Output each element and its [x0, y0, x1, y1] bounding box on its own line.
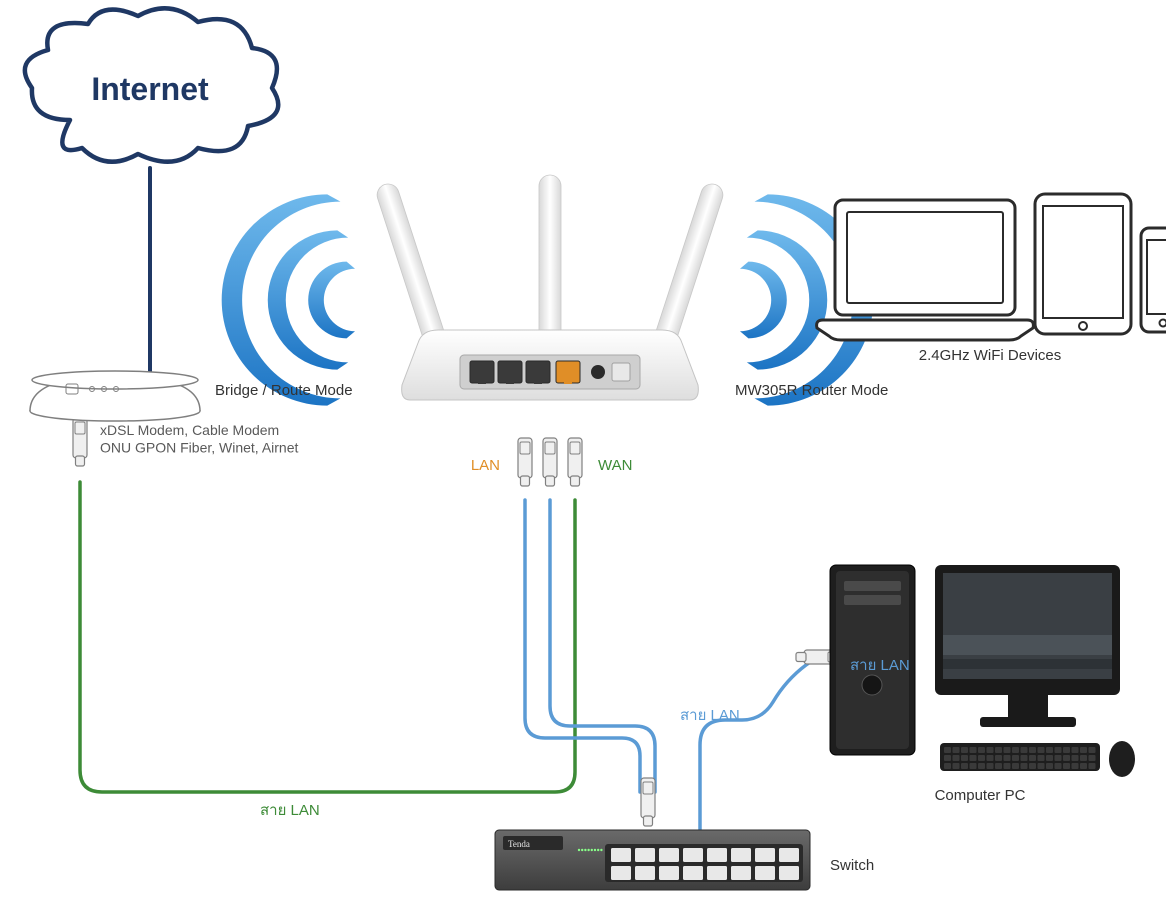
router-device [374, 175, 725, 400]
rj45-plug [543, 438, 557, 486]
modem-desc-label: xDSL Modem, Cable Modem [100, 422, 279, 438]
rj45-plug [518, 438, 532, 486]
network-switch: Tenda [495, 830, 810, 890]
lan-label: LAN [471, 457, 500, 474]
cable-router-sw-a [525, 500, 640, 792]
rj45-plug [568, 438, 582, 486]
cable-lan-label: สาย LAN [260, 802, 320, 819]
network-diagram: Internet Tenda Bridge / Route Mode xDSL Mod… [0, 0, 1166, 917]
cable-lan-label: สาย LAN [680, 707, 740, 724]
wifi-wave-icon [222, 194, 355, 405]
cable-sw-pc [700, 657, 840, 830]
switch-label: Switch [830, 857, 874, 874]
cable-lan-label: สาย LAN [850, 657, 910, 674]
cable-modem-wan [80, 482, 575, 792]
internet-label: Internet [91, 71, 209, 107]
svg-text:Tenda: Tenda [508, 839, 530, 849]
rj45-plug [73, 418, 87, 466]
modem-device [30, 371, 200, 421]
bridge-mode-label: Bridge / Route Mode [215, 382, 353, 399]
wan-label: WAN [598, 457, 632, 474]
modem-desc-label: ONU GPON Fiber, Winet, Airnet [100, 440, 298, 456]
router-mode-label: MW305R Router Mode [735, 382, 888, 399]
wifi-devices-label: 2.4GHz WiFi Devices [919, 347, 1062, 364]
rj45-plug [641, 778, 655, 826]
computer-label: Computer PC [935, 787, 1026, 804]
